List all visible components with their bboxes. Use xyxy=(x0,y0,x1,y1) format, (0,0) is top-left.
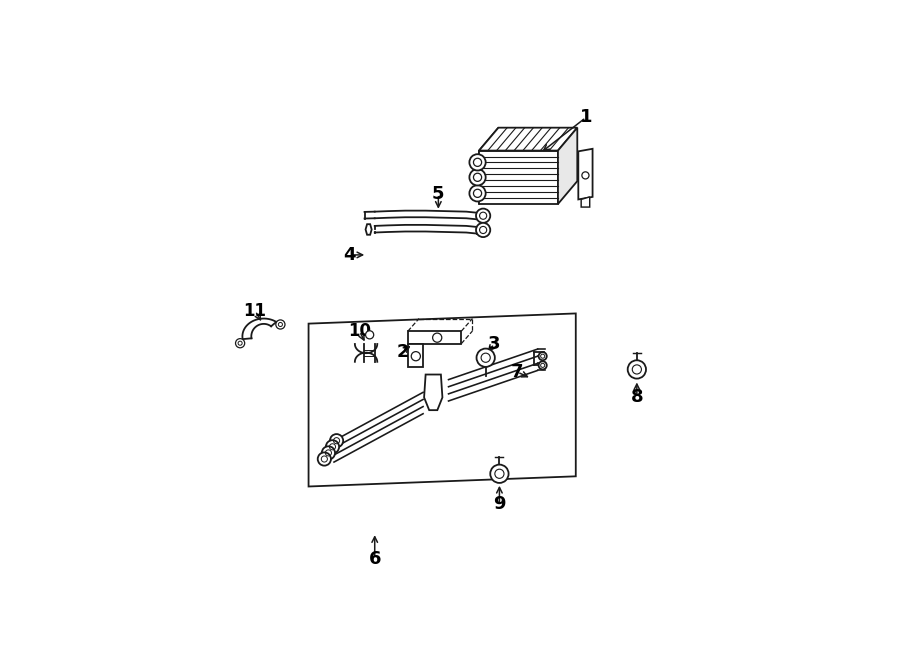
Circle shape xyxy=(470,185,486,202)
Circle shape xyxy=(627,360,646,379)
Circle shape xyxy=(538,352,547,360)
Polygon shape xyxy=(581,197,590,207)
Polygon shape xyxy=(408,331,462,344)
Polygon shape xyxy=(579,149,592,200)
Polygon shape xyxy=(424,375,443,410)
Text: 1: 1 xyxy=(580,108,592,126)
Text: 6: 6 xyxy=(368,550,381,568)
Polygon shape xyxy=(479,151,558,204)
Circle shape xyxy=(470,169,486,186)
Polygon shape xyxy=(479,128,499,204)
Polygon shape xyxy=(365,224,372,235)
Circle shape xyxy=(491,465,508,483)
Text: 9: 9 xyxy=(493,495,506,514)
Circle shape xyxy=(476,348,495,367)
Text: 4: 4 xyxy=(343,246,356,264)
Text: 5: 5 xyxy=(432,185,445,203)
Text: 8: 8 xyxy=(631,389,644,407)
Text: 7: 7 xyxy=(511,363,524,381)
Circle shape xyxy=(476,223,491,237)
Text: 3: 3 xyxy=(488,335,500,353)
Circle shape xyxy=(326,440,339,453)
Circle shape xyxy=(318,452,331,465)
Circle shape xyxy=(538,362,547,369)
Circle shape xyxy=(275,320,285,329)
Circle shape xyxy=(322,446,335,459)
Polygon shape xyxy=(558,128,577,204)
Text: 10: 10 xyxy=(348,323,371,340)
Circle shape xyxy=(330,434,343,447)
Polygon shape xyxy=(408,344,423,367)
Text: 2: 2 xyxy=(397,342,409,361)
Circle shape xyxy=(470,154,486,171)
Circle shape xyxy=(365,330,374,339)
Circle shape xyxy=(236,338,245,348)
Polygon shape xyxy=(479,128,577,151)
Polygon shape xyxy=(309,313,576,486)
Circle shape xyxy=(476,209,491,223)
Text: 11: 11 xyxy=(244,302,266,320)
